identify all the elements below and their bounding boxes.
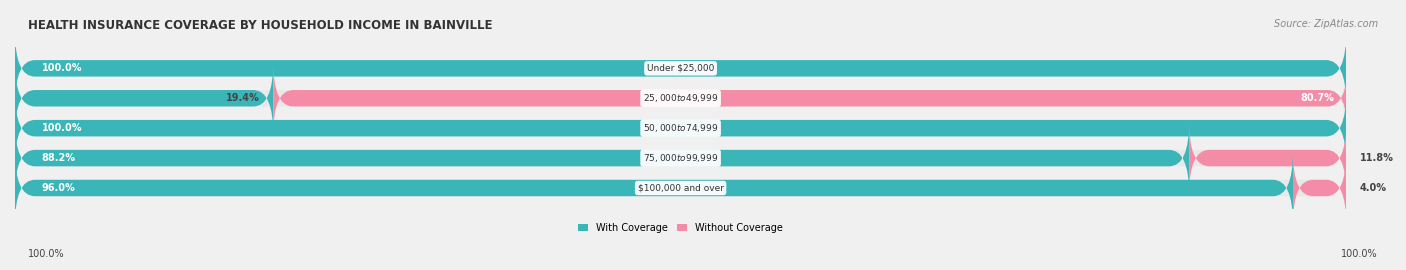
Text: $50,000 to $74,999: $50,000 to $74,999: [643, 122, 718, 134]
FancyBboxPatch shape: [1189, 122, 1346, 195]
Text: 100.0%: 100.0%: [42, 63, 82, 73]
FancyBboxPatch shape: [15, 122, 1346, 195]
Text: 4.0%: 4.0%: [1360, 183, 1386, 193]
FancyBboxPatch shape: [15, 151, 1346, 225]
FancyBboxPatch shape: [15, 62, 1346, 135]
Text: 80.7%: 80.7%: [1301, 93, 1334, 103]
Text: 100.0%: 100.0%: [1341, 249, 1378, 259]
Text: 19.4%: 19.4%: [226, 93, 260, 103]
FancyBboxPatch shape: [15, 62, 273, 135]
FancyBboxPatch shape: [273, 62, 1347, 135]
Text: 88.2%: 88.2%: [42, 153, 76, 163]
Text: $25,000 to $49,999: $25,000 to $49,999: [643, 92, 718, 104]
Legend: With Coverage, Without Coverage: With Coverage, Without Coverage: [578, 223, 783, 233]
Text: 11.8%: 11.8%: [1360, 153, 1393, 163]
Text: 96.0%: 96.0%: [42, 183, 76, 193]
Text: Source: ZipAtlas.com: Source: ZipAtlas.com: [1274, 19, 1378, 29]
Text: $75,000 to $99,999: $75,000 to $99,999: [643, 152, 718, 164]
Text: HEALTH INSURANCE COVERAGE BY HOUSEHOLD INCOME IN BAINVILLE: HEALTH INSURANCE COVERAGE BY HOUSEHOLD I…: [28, 19, 492, 32]
FancyBboxPatch shape: [15, 92, 1346, 165]
FancyBboxPatch shape: [15, 92, 1346, 165]
Text: Under $25,000: Under $25,000: [647, 64, 714, 73]
FancyBboxPatch shape: [1294, 151, 1346, 225]
Text: $100,000 and over: $100,000 and over: [637, 184, 724, 193]
FancyBboxPatch shape: [15, 151, 1294, 225]
Text: 100.0%: 100.0%: [28, 249, 65, 259]
FancyBboxPatch shape: [15, 32, 1346, 105]
FancyBboxPatch shape: [15, 32, 1346, 105]
Text: 100.0%: 100.0%: [42, 123, 82, 133]
FancyBboxPatch shape: [15, 122, 1189, 195]
